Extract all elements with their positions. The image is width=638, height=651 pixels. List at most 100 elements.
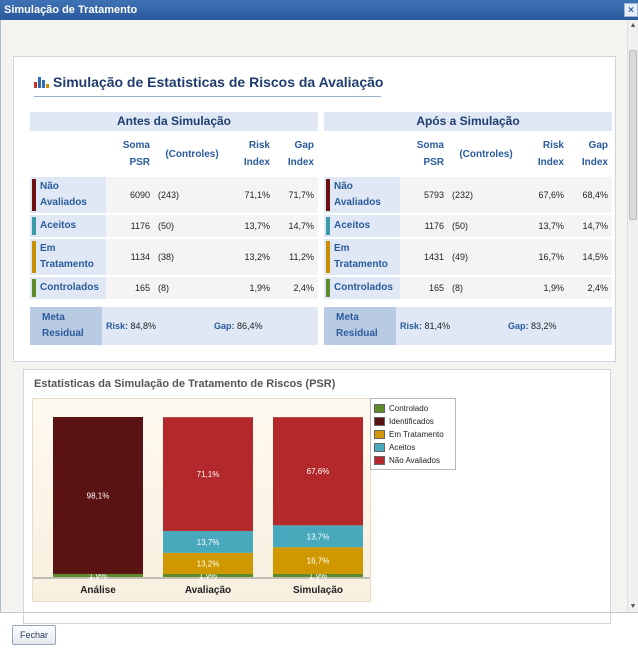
cell-gap: 2,4% bbox=[568, 277, 612, 299]
statistics-panel: Simulação de Estatisticas de Riscos da A… bbox=[13, 56, 616, 362]
dialog-title: Simulação de Tratamento bbox=[4, 4, 138, 16]
data-label: 67,6% bbox=[307, 467, 330, 476]
close-button[interactable]: Fechar bbox=[12, 625, 56, 645]
section-title: Simulação de Estatisticas de Riscos da A… bbox=[34, 74, 383, 90]
scroll-down-icon[interactable]: ▼ bbox=[629, 603, 637, 610]
cell-risk: 71,1% bbox=[230, 177, 274, 213]
col-risk-index: Risk Index bbox=[230, 133, 274, 175]
col-controles: (Controles) bbox=[448, 133, 524, 175]
status-color-bar bbox=[326, 241, 330, 273]
table-row: Em Tratamento 1431 (49) 16,7% 14,5% bbox=[324, 239, 612, 275]
col-controles: (Controles) bbox=[154, 133, 230, 175]
legend-item: Identificados bbox=[374, 415, 452, 428]
meta-residual-label: Meta Residual bbox=[30, 307, 102, 345]
after-header: Após a Simulação bbox=[324, 112, 612, 131]
meta-gap: Gap: 86,4% bbox=[214, 321, 263, 331]
cell-controles: (50) bbox=[448, 215, 524, 237]
cell-controles: (49) bbox=[448, 239, 524, 275]
cell-soma: 1176 bbox=[106, 215, 154, 237]
table-row: Controlados 165 (8) 1,9% 2,4% bbox=[324, 277, 612, 299]
bar-segment bbox=[273, 417, 363, 526]
data-label: 16,7% bbox=[307, 557, 330, 566]
column-headers: Soma PSR (Controles) Risk Index Gap Inde… bbox=[324, 133, 612, 175]
meta-residual-row: Meta Residual Risk: 81,4% Gap: 83,2% bbox=[324, 307, 612, 345]
vertical-scrollbar[interactable]: ▲ ▼ bbox=[627, 20, 638, 612]
cell-risk: 16,7% bbox=[524, 239, 568, 275]
table-row: Em Tratamento 1134 (38) 13,2% 11,2% bbox=[30, 239, 318, 275]
before-header: Antes da Simulação bbox=[30, 112, 318, 131]
dialog-body: Simulação de Estatisticas de Riscos da A… bbox=[0, 20, 638, 624]
data-label: 1,9% bbox=[309, 571, 327, 580]
legend-swatch bbox=[374, 404, 385, 413]
cell-soma: 6090 bbox=[106, 177, 154, 213]
cell-gap: 14,7% bbox=[568, 215, 612, 237]
chart-panel: Estatisticas da Simulação de Tratamento … bbox=[23, 369, 611, 624]
legend-swatch bbox=[374, 417, 385, 426]
data-label: 13,7% bbox=[307, 532, 330, 541]
cell-gap: 2,4% bbox=[274, 277, 318, 299]
bar-segment bbox=[163, 573, 253, 577]
col-risk-index: Risk Index bbox=[524, 133, 568, 175]
legend-item: Em Tratamento bbox=[374, 428, 452, 441]
col-soma-psr: Soma PSR bbox=[106, 133, 154, 175]
column-headers: Soma PSR (Controles) Risk Index Gap Inde… bbox=[30, 133, 318, 175]
cell-controles: (232) bbox=[448, 177, 524, 213]
after-simulation-table: Após a Simulação Soma PSR (Controles) Ri… bbox=[324, 112, 612, 345]
meta-residual-row: Meta Residual Risk: 84,8% Gap: 86,4% bbox=[30, 307, 318, 345]
legend-item: Controlado bbox=[374, 402, 452, 415]
close-icon[interactable]: × bbox=[624, 3, 638, 17]
data-label: 13,2% bbox=[197, 559, 220, 568]
table-row: Não Avaliados 5793 (232) 67,6% 68,4% bbox=[324, 177, 612, 213]
bar-segment bbox=[53, 573, 143, 577]
x-tick-label: Simulação bbox=[293, 585, 343, 596]
meta-risk: Risk: 81,4% bbox=[400, 321, 451, 331]
x-tick-label: Avaliação bbox=[185, 585, 231, 596]
cell-gap: 71,7% bbox=[274, 177, 318, 213]
cell-risk: 1,9% bbox=[524, 277, 568, 299]
scroll-up-icon[interactable]: ▲ bbox=[629, 22, 637, 29]
data-label: 71,1% bbox=[197, 470, 220, 479]
bar-segment bbox=[163, 417, 253, 531]
cell-soma: 1431 bbox=[400, 239, 448, 275]
status-color-bar bbox=[326, 217, 330, 235]
status-color-bar bbox=[32, 279, 36, 297]
chart-plot-area: 1,9% 98,1% Análise 1,9% 13,2% 13,7% 71,1% Avali… bbox=[32, 398, 371, 602]
cell-controles: (8) bbox=[448, 277, 524, 299]
row-label: Controlados bbox=[324, 277, 400, 299]
cell-risk: 1,9% bbox=[230, 277, 274, 299]
chart-title: Estatisticas da Simulação de Tratamento … bbox=[34, 378, 336, 390]
cell-risk: 13,7% bbox=[524, 215, 568, 237]
cell-controles: (38) bbox=[154, 239, 230, 275]
table-row: Controlados 165 (8) 1,9% 2,4% bbox=[30, 277, 318, 299]
chart-legend: Controlado Identificados Em Tratamento Acei… bbox=[370, 398, 456, 470]
data-label: 1,9% bbox=[89, 571, 107, 580]
cell-soma: 165 bbox=[106, 277, 154, 299]
cell-controles: (50) bbox=[154, 215, 230, 237]
row-label: Aceitos bbox=[324, 215, 400, 237]
meta-residual-label: Meta Residual bbox=[324, 307, 396, 345]
legend-item: Não Avaliados bbox=[374, 454, 452, 467]
table-row: Aceitos 1176 (50) 13,7% 14,7% bbox=[324, 215, 612, 237]
status-color-bar bbox=[32, 217, 36, 235]
legend-swatch bbox=[374, 430, 385, 439]
bar-segment bbox=[53, 417, 143, 574]
status-color-bar bbox=[32, 179, 36, 211]
bar-segment bbox=[163, 530, 253, 553]
table-row: Não Avaliados 6090 (243) 71,1% 71,7% bbox=[30, 177, 318, 213]
row-label: Controlados bbox=[30, 277, 106, 299]
cell-controles: (243) bbox=[154, 177, 230, 213]
meta-gap: Gap: 83,2% bbox=[508, 321, 557, 331]
col-soma-psr: Soma PSR bbox=[400, 133, 448, 175]
x-tick-label: Análise bbox=[80, 585, 116, 596]
legend-swatch bbox=[374, 456, 385, 465]
bar-chart-icon bbox=[34, 77, 49, 88]
data-label: 13,7% bbox=[197, 538, 220, 547]
cell-risk: 67,6% bbox=[524, 177, 568, 213]
cell-soma: 1134 bbox=[106, 239, 154, 275]
scrollbar-thumb[interactable] bbox=[629, 50, 637, 220]
legend-swatch bbox=[374, 443, 385, 452]
cell-controles: (8) bbox=[154, 277, 230, 299]
row-label: Não Avaliados bbox=[324, 177, 400, 213]
data-label: 98,1% bbox=[87, 491, 110, 500]
table-row: Aceitos 1176 (50) 13,7% 14,7% bbox=[30, 215, 318, 237]
